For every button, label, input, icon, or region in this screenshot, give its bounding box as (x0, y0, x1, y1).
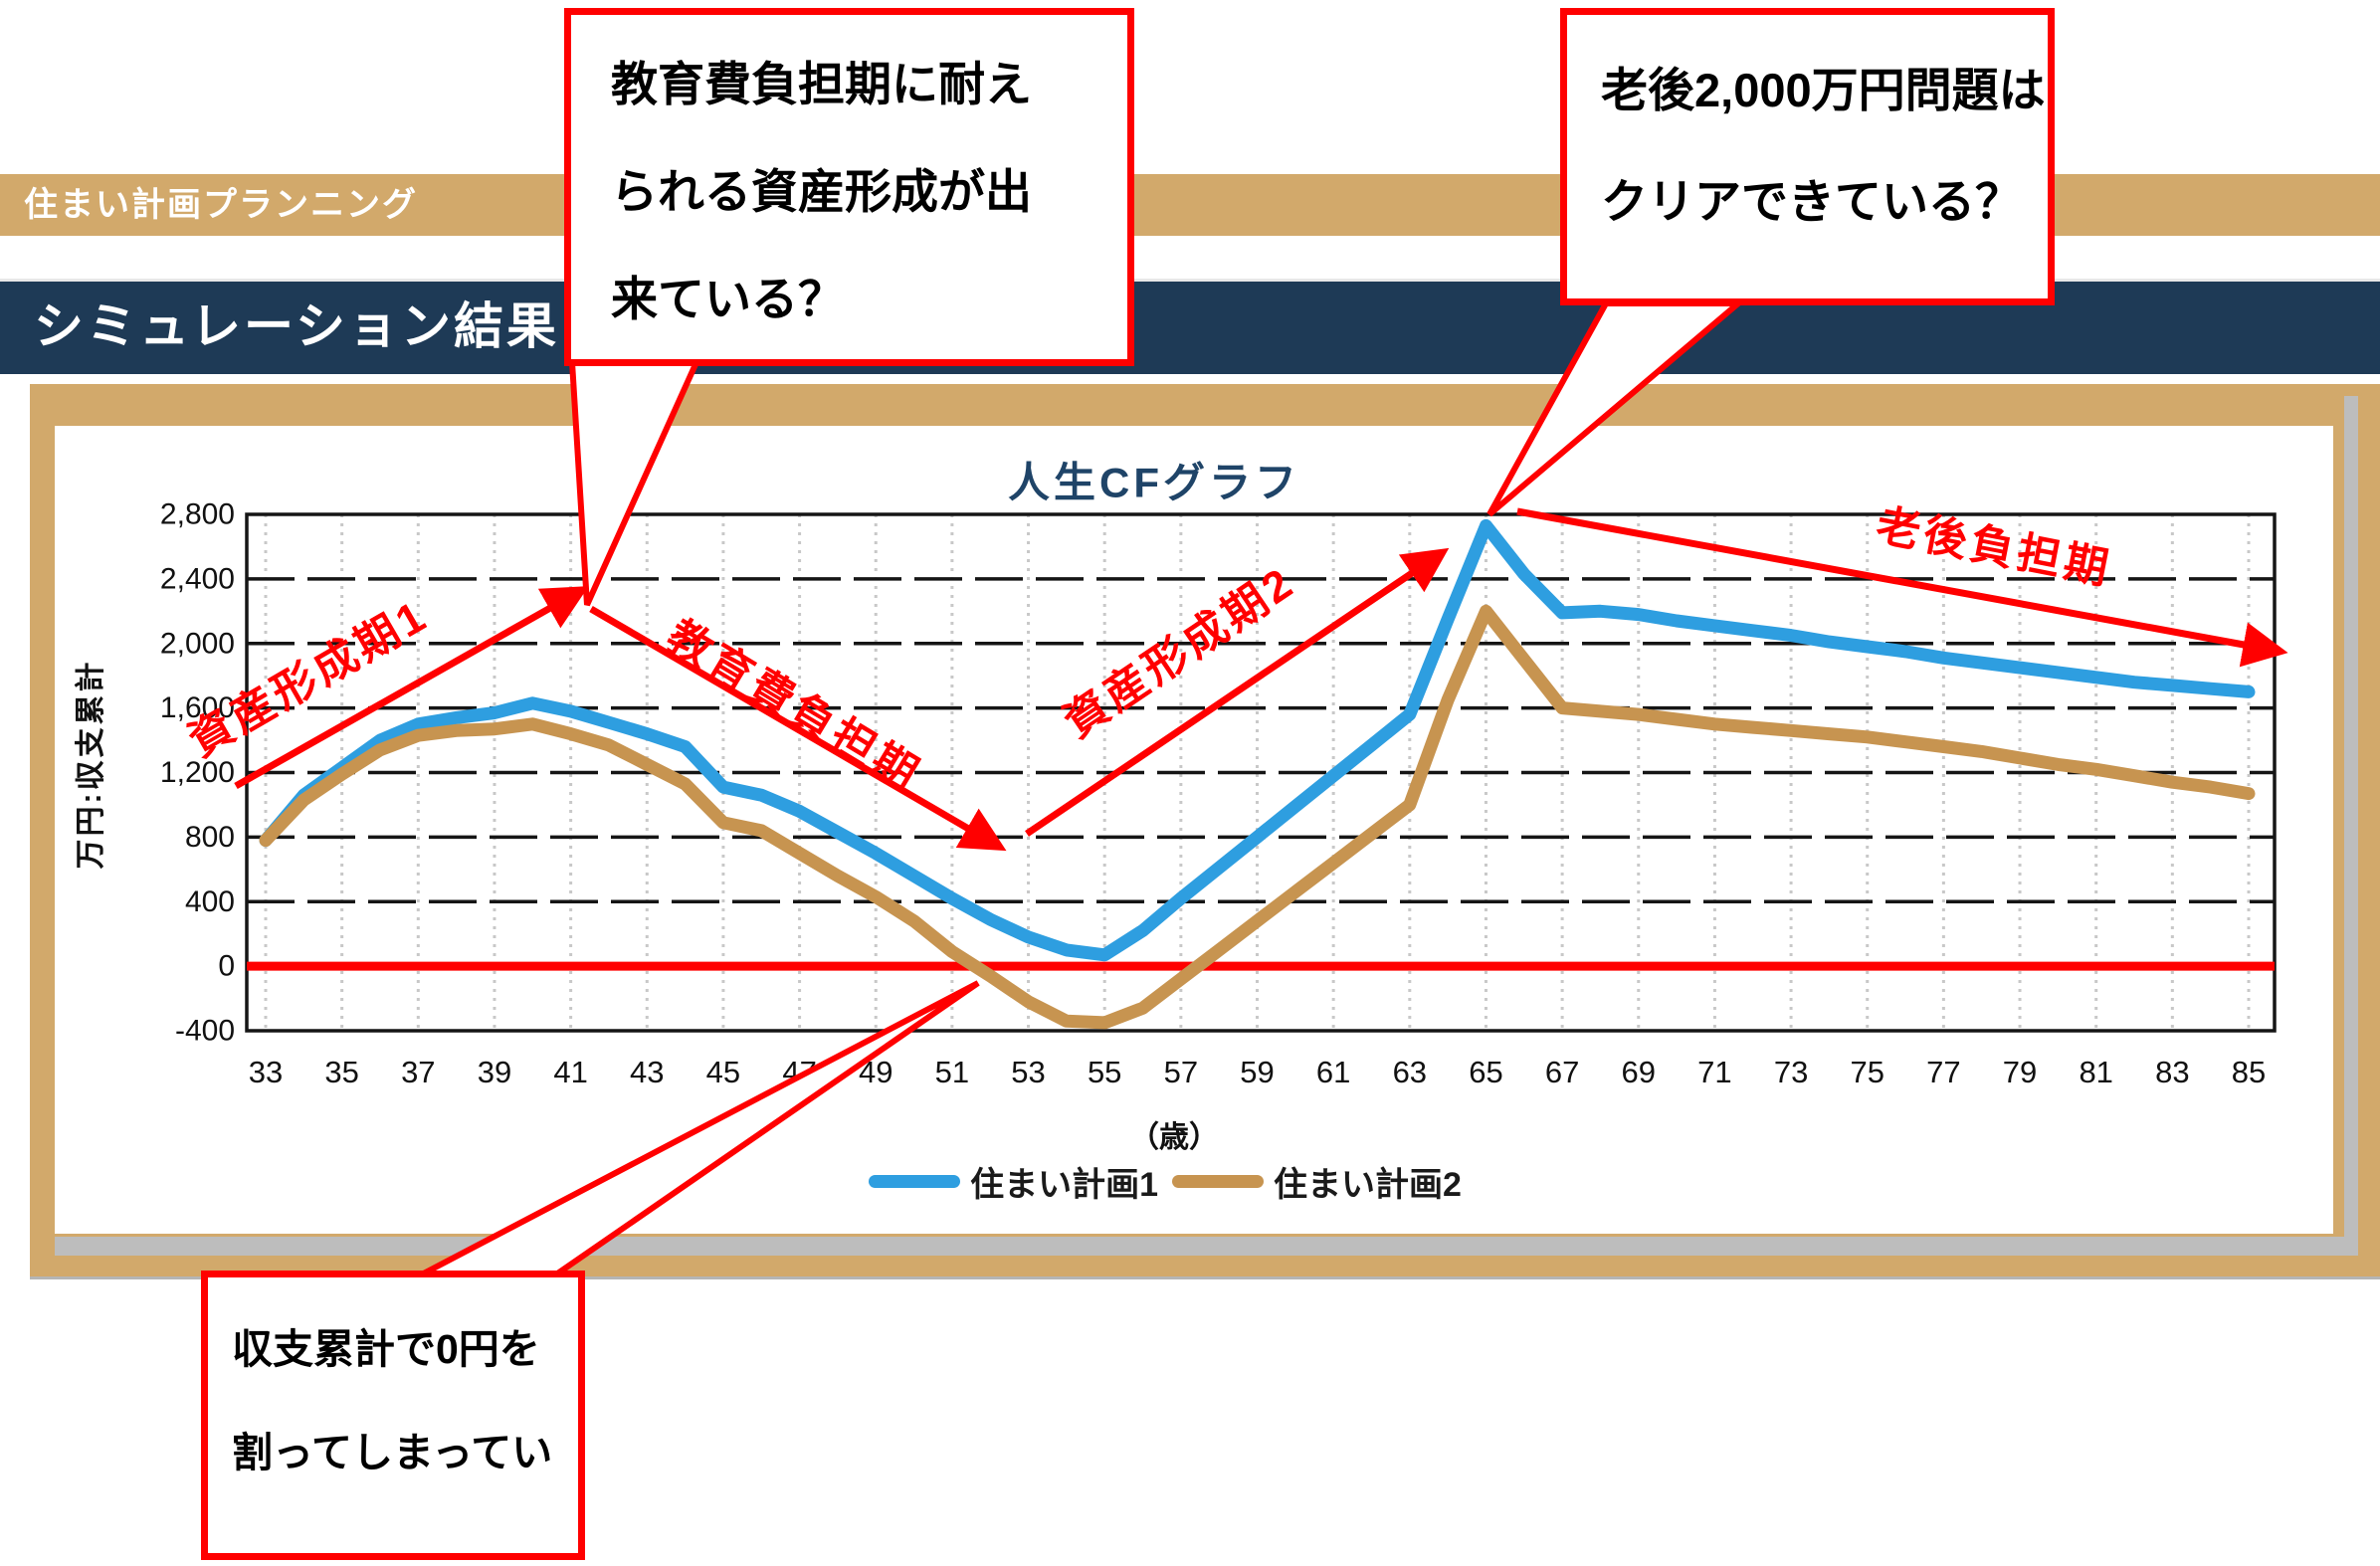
legend-item-plan1: 住まい計画1 (869, 1157, 1158, 1206)
callout-below-zero-line: 収支累計で0円を (232, 1326, 540, 1372)
frame-shadow-horizontal (55, 1237, 2345, 1256)
x-axis-unit: （歳） (1129, 1121, 1219, 1154)
section-title: シミュレーション結果 (34, 298, 559, 354)
callout-retirement-2000: 老後2,000万円問題は クリアできている？ (1560, 8, 2055, 305)
chart-title: 人生CFグラフ (1008, 459, 1300, 506)
legend-item-plan2: 住まい計画2 (1172, 1157, 1462, 1206)
callout-below-zero-line: 割ってしまってい (232, 1430, 553, 1475)
callout-education-line: 来ている？ (611, 273, 845, 325)
legend-label-plan2: 住まい計画2 (1274, 1165, 1462, 1204)
y-axis-title: 万円:収支累計 (75, 659, 107, 870)
legend-swatch-plan1 (869, 1174, 961, 1188)
app-title: 住まい計画プランニング (24, 186, 418, 224)
callout-below-zero: 収支累計で0円を 割ってしまってい (201, 1271, 585, 1560)
callout-education-cost: 教育費負担期に耐え られる資産形成が出 来ている？ (564, 8, 1134, 366)
frame-shadow-vertical (2344, 396, 2358, 1256)
legend-label-plan1: 住まい計画1 (970, 1165, 1158, 1204)
callout-retirement-line: 老後2,000万円問題は (1601, 64, 2046, 116)
callout-education-line: られる資産形成が出 (611, 165, 1032, 218)
callout-education-line: 教育費負担期に耐え (611, 58, 1032, 110)
legend-swatch-plan2 (1172, 1174, 1264, 1188)
callout-retirement-line: クリアできている？ (1601, 175, 2022, 228)
legend: 住まい計画1 住まい計画2 (247, 1160, 2083, 1204)
